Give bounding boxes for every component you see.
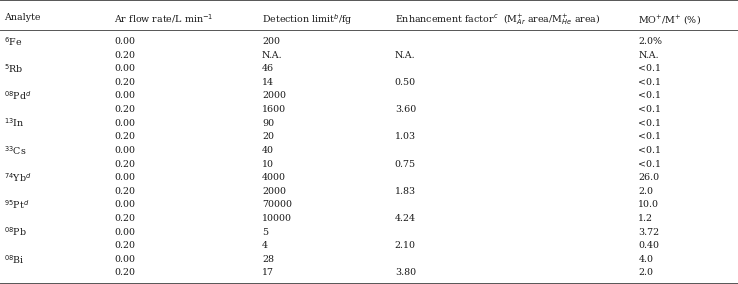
Text: $^{13}$In: $^{13}$In	[4, 117, 24, 130]
Text: $^{5}$Rb: $^{5}$Rb	[4, 62, 23, 75]
Text: $^{08}$Bi: $^{08}$Bi	[4, 253, 24, 266]
Text: 0.00: 0.00	[114, 227, 135, 237]
Text: 0.50: 0.50	[395, 78, 416, 87]
Text: 4.24: 4.24	[395, 214, 415, 223]
Text: 3.60: 3.60	[395, 105, 416, 114]
Text: <0.1: <0.1	[638, 78, 661, 87]
Text: 1.83: 1.83	[395, 187, 416, 196]
Text: 4: 4	[262, 241, 268, 250]
Text: <0.1: <0.1	[638, 146, 661, 155]
Text: 0.00: 0.00	[114, 146, 135, 155]
Text: N.A.: N.A.	[395, 51, 415, 60]
Text: 0.20: 0.20	[114, 78, 135, 87]
Text: 5: 5	[262, 227, 268, 237]
Text: 2000: 2000	[262, 187, 286, 196]
Text: 0.20: 0.20	[114, 268, 135, 277]
Text: <0.1: <0.1	[638, 160, 661, 168]
Text: 0.20: 0.20	[114, 105, 135, 114]
Text: 14: 14	[262, 78, 274, 87]
Text: <0.1: <0.1	[638, 119, 661, 128]
Text: $^{33}$Cs: $^{33}$Cs	[4, 144, 26, 157]
Text: 1600: 1600	[262, 105, 286, 114]
Text: 2.10: 2.10	[395, 241, 415, 250]
Text: $^{08}$Pd$^{d}$: $^{08}$Pd$^{d}$	[4, 90, 31, 102]
Text: 0.00: 0.00	[114, 37, 135, 46]
Text: <0.1: <0.1	[638, 91, 661, 101]
Text: 4000: 4000	[262, 173, 286, 182]
Text: N.A.: N.A.	[262, 51, 283, 60]
Text: 28: 28	[262, 255, 274, 264]
Text: $^{6}$Fe: $^{6}$Fe	[4, 35, 22, 48]
Text: <0.1: <0.1	[638, 132, 661, 141]
Text: Analyte: Analyte	[4, 13, 40, 22]
Text: 0.20: 0.20	[114, 132, 135, 141]
Text: $^{74}$Yb$^{d}$: $^{74}$Yb$^{d}$	[4, 171, 31, 184]
Text: 0.00: 0.00	[114, 255, 135, 264]
Text: 3.72: 3.72	[638, 227, 660, 237]
Text: 0.20: 0.20	[114, 160, 135, 168]
Text: $^{08}$Pb: $^{08}$Pb	[4, 226, 27, 238]
Text: 17: 17	[262, 268, 274, 277]
Text: Detection limit$^{b}$/fg: Detection limit$^{b}$/fg	[262, 13, 353, 27]
Text: 26.0: 26.0	[638, 173, 660, 182]
Text: 40: 40	[262, 146, 274, 155]
Text: 0.00: 0.00	[114, 119, 135, 128]
Text: 90: 90	[262, 119, 274, 128]
Text: 2.0: 2.0	[638, 187, 653, 196]
Text: 2000: 2000	[262, 91, 286, 101]
Text: $^{95}$Pt$^{d}$: $^{95}$Pt$^{d}$	[4, 199, 29, 211]
Text: 0.00: 0.00	[114, 64, 135, 73]
Text: 10: 10	[262, 160, 274, 168]
Text: <0.1: <0.1	[638, 105, 661, 114]
Text: 0.20: 0.20	[114, 241, 135, 250]
Text: 46: 46	[262, 64, 274, 73]
Text: 0.20: 0.20	[114, 187, 135, 196]
Text: 0.75: 0.75	[395, 160, 416, 168]
Text: Ar flow rate/L min$^{-1}$: Ar flow rate/L min$^{-1}$	[114, 13, 214, 25]
Text: 1.03: 1.03	[395, 132, 416, 141]
Text: 0.00: 0.00	[114, 173, 135, 182]
Text: 4.0: 4.0	[638, 255, 653, 264]
Text: 3.80: 3.80	[395, 268, 416, 277]
Text: 1.2: 1.2	[638, 214, 653, 223]
Text: N.A.: N.A.	[638, 51, 659, 60]
Text: 0.40: 0.40	[638, 241, 659, 250]
Text: 0.20: 0.20	[114, 51, 135, 60]
Text: MO$^{+}$/M$^{+}$ (%): MO$^{+}$/M$^{+}$ (%)	[638, 13, 701, 26]
Text: Enhancement factor$^{c}$  (M$^{+}_{Ar}$ area/M$^{+}_{He}$ area): Enhancement factor$^{c}$ (M$^{+}_{Ar}$ a…	[395, 13, 600, 27]
Text: 2.0: 2.0	[638, 268, 653, 277]
Text: 2.0%: 2.0%	[638, 37, 663, 46]
Text: 10000: 10000	[262, 214, 292, 223]
Text: 20: 20	[262, 132, 274, 141]
Text: <0.1: <0.1	[638, 64, 661, 73]
Text: 200: 200	[262, 37, 280, 46]
Text: 0.00: 0.00	[114, 200, 135, 209]
Text: 0.20: 0.20	[114, 214, 135, 223]
Text: 0.00: 0.00	[114, 91, 135, 101]
Text: 70000: 70000	[262, 200, 292, 209]
Text: 10.0: 10.0	[638, 200, 659, 209]
